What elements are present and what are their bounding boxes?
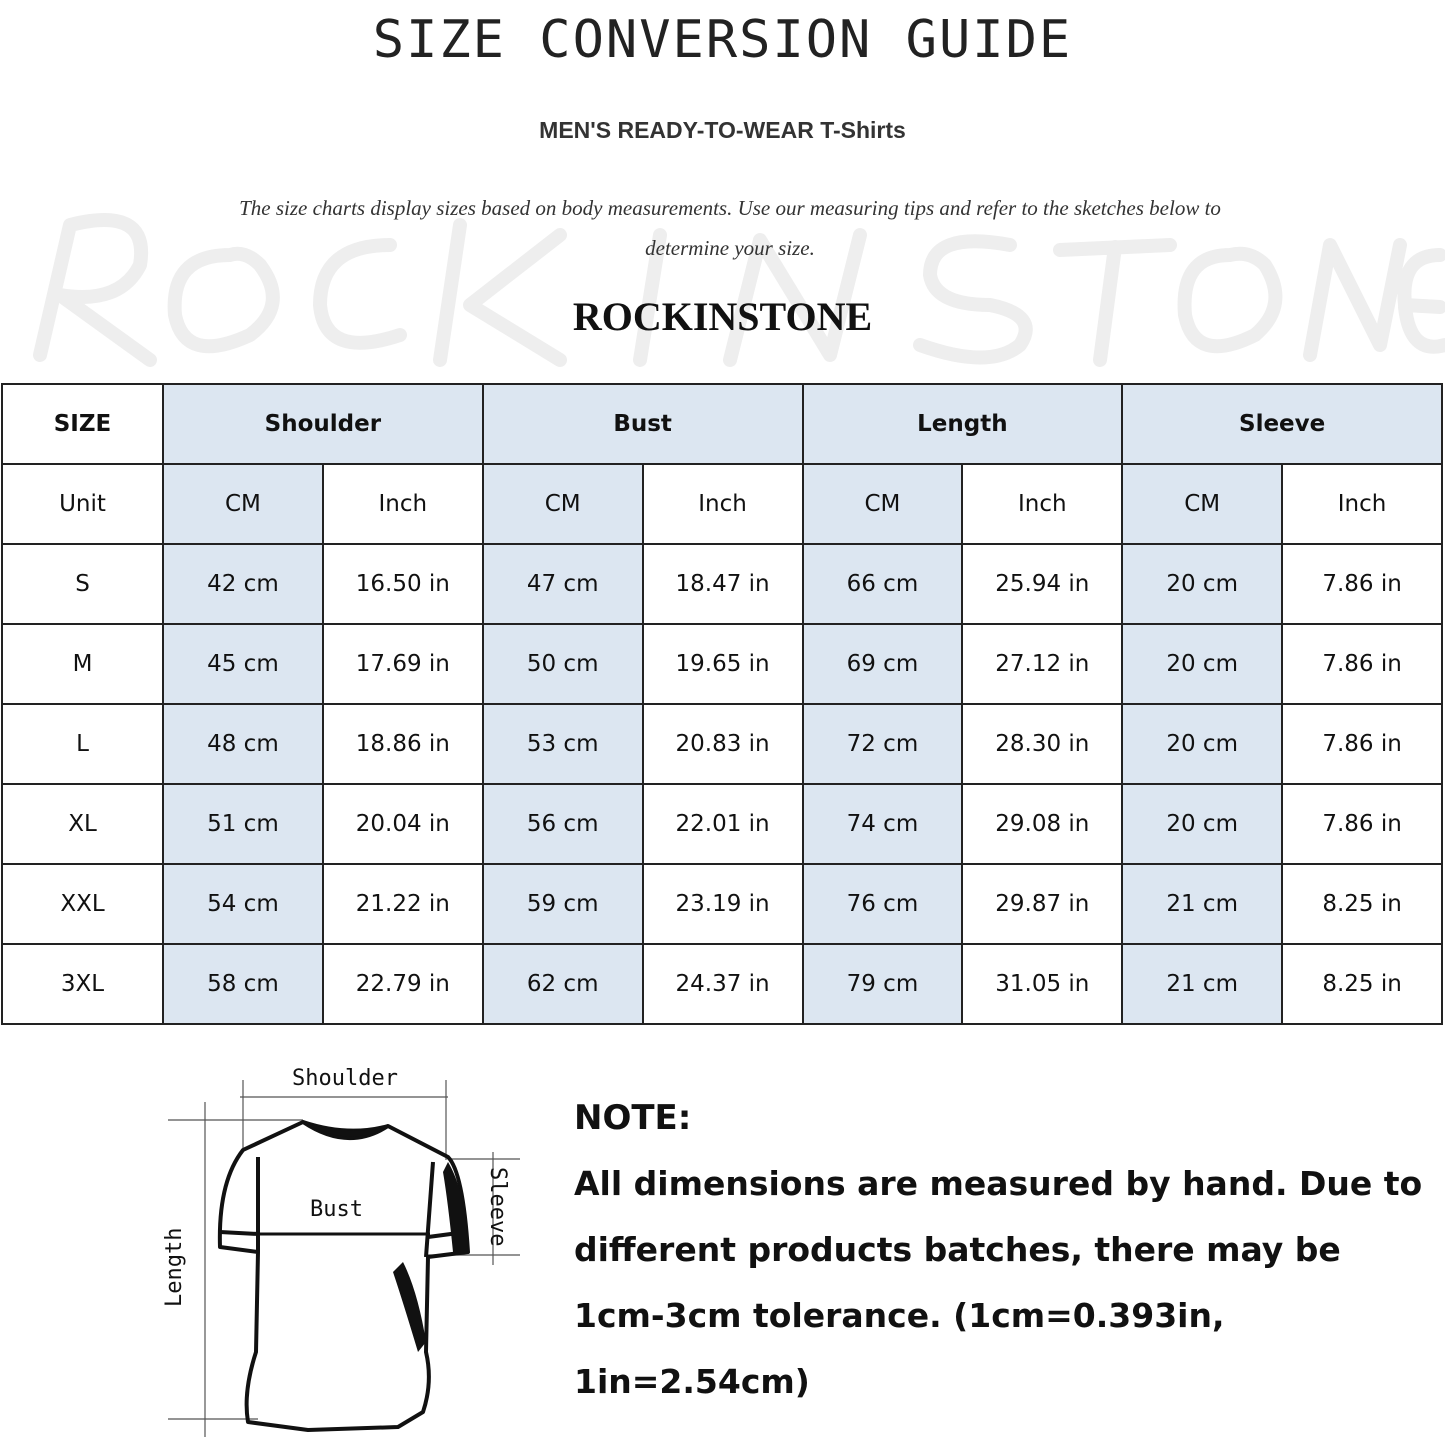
value-cell: 66 cm — [801, 543, 964, 625]
value-cell: 20 cm — [1121, 543, 1284, 625]
group-header-bust: Bust — [481, 383, 804, 465]
value-cell: 21.22 in — [321, 863, 484, 945]
value-cell: 8.25 in — [1281, 943, 1443, 1025]
table-row: 3XL 58 cm 22.79 in 62 cm 24.37 in 79 cm 31.05 … — [1, 943, 1443, 1025]
size-cell: L — [1, 703, 164, 785]
value-cell: 7.86 in — [1281, 543, 1443, 625]
value-cell: 58 cm — [162, 943, 324, 1025]
table-row: XXL 54 cm 21.22 in 59 cm 23.19 in 76 cm 29.87 … — [1, 863, 1443, 945]
unit-header: CM — [481, 463, 644, 545]
value-cell: 21 cm — [1121, 863, 1284, 945]
value-cell: 22.79 in — [321, 943, 484, 1025]
value-cell: 7.86 in — [1281, 703, 1443, 785]
brand-name: ROCKINSTONE — [572, 294, 873, 339]
value-cell: 7.86 in — [1281, 783, 1443, 865]
bust-label: Bust — [310, 1197, 363, 1222]
value-cell: 17.69 in — [321, 623, 484, 705]
value-cell: 76 cm — [801, 863, 964, 945]
value-cell: 22.01 in — [641, 783, 804, 865]
value-cell: 53 cm — [481, 703, 644, 785]
group-header-sleeve: Sleeve — [1121, 383, 1443, 465]
shoulder-label: Shoulder — [292, 1066, 398, 1091]
value-cell: 27.12 in — [961, 623, 1124, 705]
watermark-strokes — [33, 213, 1445, 367]
value-cell: 72 cm — [801, 703, 964, 785]
size-cell: 3XL — [1, 943, 164, 1025]
value-cell: 29.87 in — [961, 863, 1124, 945]
value-cell: 31.05 in — [961, 943, 1124, 1025]
value-cell: 20 cm — [1121, 783, 1284, 865]
table-unit-row: Unit CM Inch CM Inch CM Inch CM Inch — [1, 463, 1443, 545]
value-cell: 8.25 in — [1281, 863, 1443, 945]
value-cell: 16.50 in — [321, 543, 484, 625]
value-cell: 20 cm — [1121, 703, 1284, 785]
value-cell: 56 cm — [481, 783, 644, 865]
page-title: SIZE CONVERSION GUIDE — [372, 10, 1073, 70]
value-cell: 59 cm — [481, 863, 644, 945]
value-cell: 62 cm — [481, 943, 644, 1025]
group-header-length: Length — [801, 383, 1124, 465]
value-cell: 50 cm — [481, 623, 644, 705]
value-cell: 42 cm — [162, 543, 324, 625]
unit-header: CM — [801, 463, 964, 545]
value-cell: 28.30 in — [961, 703, 1124, 785]
subtitle: MEN'S READY-TO-WEAR T-Shirts — [539, 117, 906, 143]
group-header-shoulder: Shoulder — [162, 383, 484, 465]
tshirt-sketch — [168, 1080, 520, 1437]
table-row: S 42 cm 16.50 in 47 cm 18.47 in 66 cm 25.94 in… — [1, 543, 1443, 625]
value-cell: 24.37 in — [641, 943, 804, 1025]
length-label: Length — [162, 1227, 187, 1307]
value-cell: 18.86 in — [321, 703, 484, 785]
description: The size charts display sizes based on b… — [239, 196, 1221, 260]
unit-header: Inch — [321, 463, 484, 545]
value-cell: 47 cm — [481, 543, 644, 625]
tshirt-diagram: Shoulder Bust Sleeve Length — [148, 1052, 548, 1442]
sleeve-label: Sleeve — [485, 1167, 510, 1247]
size-table: SIZE Shoulder Bust Length Sleeve Unit CM Inch CM… — [1, 383, 1443, 1025]
size-cell: XL — [1, 783, 164, 865]
unit-header: Inch — [1281, 463, 1443, 545]
value-cell: 25.94 in — [961, 543, 1124, 625]
value-cell: 74 cm — [801, 783, 964, 865]
size-cell: XXL — [1, 863, 164, 945]
size-cell: M — [1, 623, 164, 705]
value-cell: 20 cm — [1121, 623, 1284, 705]
value-cell: 19.65 in — [641, 623, 804, 705]
value-cell: 79 cm — [801, 943, 964, 1025]
unit-label: Unit — [1, 463, 164, 545]
value-cell: 20.83 in — [641, 703, 804, 785]
value-cell: 7.86 in — [1281, 623, 1443, 705]
value-cell: 18.47 in — [641, 543, 804, 625]
value-cell: 48 cm — [162, 703, 324, 785]
value-cell: 23.19 in — [641, 863, 804, 945]
size-cell: S — [1, 543, 164, 625]
watermark-logo — [0, 195, 1445, 370]
table-row: M 45 cm 17.69 in 50 cm 19.65 in 69 cm 27.12 in… — [1, 623, 1443, 705]
table-header-row: SIZE Shoulder Bust Length Sleeve — [1, 383, 1443, 465]
unit-header: Inch — [641, 463, 804, 545]
size-header: SIZE — [1, 383, 164, 465]
value-cell: 51 cm — [162, 783, 324, 865]
table-row: XL 51 cm 20.04 in 56 cm 22.01 in 74 cm 29.08 i… — [1, 783, 1443, 865]
note: NOTE: All dimensions are measured by han… — [574, 1085, 1434, 1415]
value-cell: 21 cm — [1121, 943, 1284, 1025]
unit-header: CM — [1121, 463, 1284, 545]
table-row: L 48 cm 18.86 in 53 cm 20.83 in 72 cm 28.30 in… — [1, 703, 1443, 785]
note-title: NOTE: — [574, 1098, 692, 1138]
value-cell: 20.04 in — [321, 783, 484, 865]
value-cell: 45 cm — [162, 623, 324, 705]
value-cell: 29.08 in — [961, 783, 1124, 865]
unit-header: Inch — [961, 463, 1124, 545]
note-text: All dimensions are measured by hand. Due… — [574, 1164, 1423, 1401]
value-cell: 69 cm — [801, 623, 964, 705]
value-cell: 54 cm — [162, 863, 324, 945]
unit-header: CM — [162, 463, 324, 545]
